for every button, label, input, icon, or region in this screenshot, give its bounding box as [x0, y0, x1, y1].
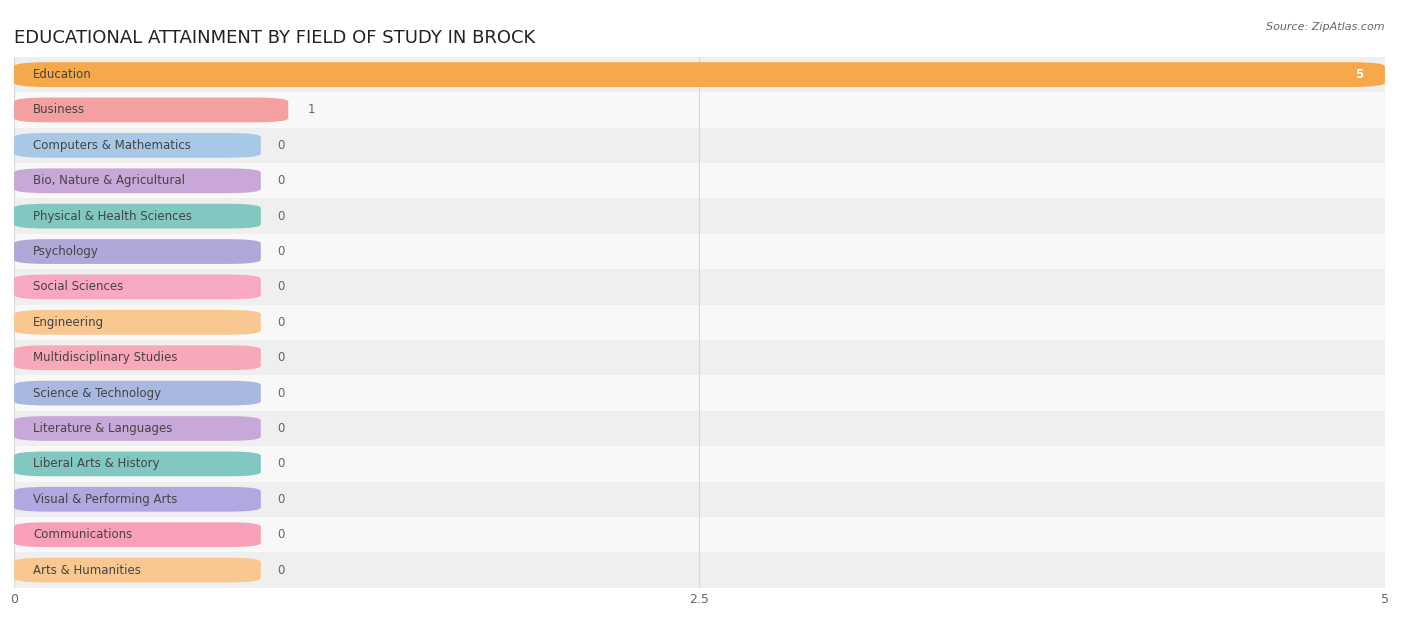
Text: Science & Technology: Science & Technology	[34, 387, 162, 399]
Bar	[14, 198, 1385, 234]
Text: 0: 0	[277, 493, 284, 506]
Bar	[14, 482, 1385, 517]
Bar	[14, 305, 1385, 340]
Text: 5: 5	[1355, 68, 1362, 81]
Text: 0: 0	[277, 139, 284, 152]
Text: EDUCATIONAL ATTAINMENT BY FIELD OF STUDY IN BROCK: EDUCATIONAL ATTAINMENT BY FIELD OF STUDY…	[14, 29, 536, 47]
FancyBboxPatch shape	[14, 345, 262, 370]
FancyBboxPatch shape	[14, 168, 262, 193]
Text: 0: 0	[277, 528, 284, 541]
Text: Literature & Languages: Literature & Languages	[34, 422, 173, 435]
Text: Engineering: Engineering	[34, 316, 104, 329]
Text: 0: 0	[277, 458, 284, 470]
FancyBboxPatch shape	[14, 204, 262, 229]
FancyBboxPatch shape	[14, 274, 262, 300]
Text: Computers & Mathematics: Computers & Mathematics	[34, 139, 191, 152]
Text: Bio, Nature & Agricultural: Bio, Nature & Agricultural	[34, 174, 186, 187]
FancyBboxPatch shape	[14, 310, 262, 335]
Bar	[14, 92, 1385, 128]
FancyBboxPatch shape	[14, 416, 262, 441]
Text: Physical & Health Sciences: Physical & Health Sciences	[34, 210, 193, 222]
Text: Social Sciences: Social Sciences	[34, 281, 124, 293]
Bar	[14, 411, 1385, 446]
Bar	[14, 446, 1385, 482]
Text: 1: 1	[308, 104, 315, 116]
Text: 0: 0	[277, 281, 284, 293]
FancyBboxPatch shape	[14, 487, 262, 512]
FancyBboxPatch shape	[14, 62, 1385, 87]
Text: 0: 0	[277, 564, 284, 576]
Text: 0: 0	[277, 174, 284, 187]
Bar	[14, 375, 1385, 411]
FancyBboxPatch shape	[14, 451, 262, 477]
Bar	[14, 57, 1385, 92]
Text: Business: Business	[34, 104, 86, 116]
Text: 0: 0	[277, 316, 284, 329]
Text: 0: 0	[277, 210, 284, 222]
Bar	[14, 269, 1385, 305]
Text: Liberal Arts & History: Liberal Arts & History	[34, 458, 160, 470]
Text: 0: 0	[277, 351, 284, 364]
FancyBboxPatch shape	[14, 133, 262, 158]
Bar	[14, 163, 1385, 198]
Text: Visual & Performing Arts: Visual & Performing Arts	[34, 493, 177, 506]
Text: Psychology: Psychology	[34, 245, 100, 258]
Text: Source: ZipAtlas.com: Source: ZipAtlas.com	[1267, 22, 1385, 32]
Text: 0: 0	[277, 422, 284, 435]
Text: 0: 0	[277, 245, 284, 258]
Bar	[14, 340, 1385, 375]
FancyBboxPatch shape	[14, 557, 262, 583]
Text: Multidisciplinary Studies: Multidisciplinary Studies	[34, 351, 177, 364]
FancyBboxPatch shape	[14, 239, 262, 264]
Text: Education: Education	[34, 68, 91, 81]
Bar	[14, 128, 1385, 163]
Text: Communications: Communications	[34, 528, 132, 541]
Bar	[14, 552, 1385, 588]
Bar	[14, 517, 1385, 552]
FancyBboxPatch shape	[14, 97, 288, 123]
FancyBboxPatch shape	[14, 522, 262, 547]
Text: 0: 0	[277, 387, 284, 399]
FancyBboxPatch shape	[14, 380, 262, 406]
Bar	[14, 234, 1385, 269]
Text: Arts & Humanities: Arts & Humanities	[34, 564, 141, 576]
